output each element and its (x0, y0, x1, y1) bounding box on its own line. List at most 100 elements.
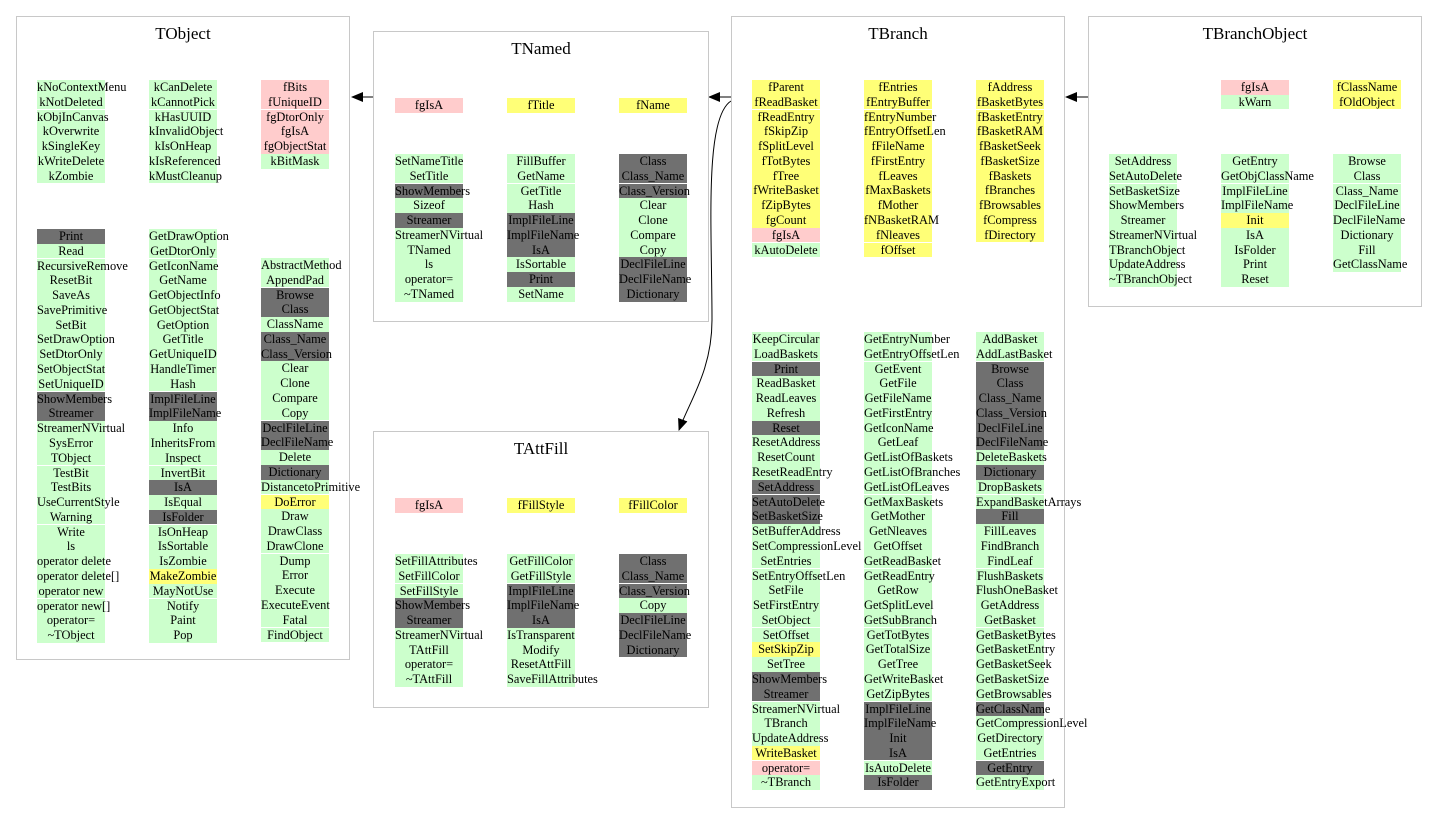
member-tobject: kOverwrite (37, 124, 105, 139)
member-tobject: AbstractMethod (261, 258, 342, 273)
class-title: TAttFill (513, 439, 569, 458)
member-tattfill: GetFillColor (507, 554, 575, 569)
data-member-tbranch: fEntryBuffer (864, 94, 932, 110)
member-tobject: DrawClass (261, 524, 329, 539)
member-tobject: Notify (149, 598, 217, 614)
member-tbranch: Class_Version (976, 405, 1047, 421)
member-tobject: Dump (261, 553, 329, 569)
member-tbranch: ExpandBasketArrays (976, 494, 1082, 510)
member-tbranch: Refresh (752, 405, 820, 421)
member-tobject: Info (149, 421, 217, 436)
member-tbranch: DeclFileLine (976, 420, 1044, 436)
member-tobject: FindObject (261, 627, 329, 643)
member-tbranch: GetReadEntry (864, 568, 935, 584)
member-tbranch: GetListOfLeaves (864, 479, 950, 495)
member-column: fParent fReadBasket fReadEntry fSkipZip fSpl… (752, 80, 820, 258)
member-column: fTitle (507, 98, 575, 113)
member-tbranch: SetBasketSize (752, 509, 823, 524)
member-tnamed: IsSortable (507, 257, 575, 273)
member-tattfill: ImplFileName (507, 598, 580, 613)
member-tobject: TObject (37, 450, 105, 466)
member-column: fgIsA (395, 498, 463, 513)
member-column: AbstractMethod AppendPad Browse Class ClassN… (261, 258, 360, 643)
member-tbranch: ReadLeaves (752, 391, 820, 406)
member-column: Class Class_Name Class_Version Copy DeclFile… (619, 554, 691, 658)
member-column: SetFillAttributes SetFillColor SetFillStyl… (395, 554, 483, 687)
member-tobject: Delete (261, 450, 329, 465)
member-tobject: HandleTimer (149, 362, 217, 377)
member-tbranch: GetTotBytes (864, 627, 932, 643)
data-member-tobject: DoError (261, 494, 329, 510)
member-tobject: GetObjectInfo (149, 288, 221, 303)
member-tattfill: Class (619, 554, 687, 569)
data-member-tobject: fgDtorOnly (261, 109, 329, 125)
member-tnamed: GetName (507, 168, 575, 184)
member-tobject: IsFolder (149, 509, 217, 525)
member-tnamed: ImplFileLine (507, 213, 575, 228)
data-member-tattfill: fFillColor (619, 498, 687, 513)
member-tobject: operator delete[] (37, 568, 120, 584)
member-tbranch: GetFileName (864, 391, 932, 406)
member-tnamed: TNamed (395, 242, 463, 258)
member-tobject: Copy (261, 405, 329, 421)
data-member-tbranch: fWriteBasket (752, 183, 820, 199)
data-member-tattfill: fgIsA (395, 498, 463, 513)
class-box-tobject: TObject kNoContextMenu kNotDeleted kObjInC… (16, 16, 360, 660)
member-tbranch: IsFolder (864, 775, 932, 791)
member-tobject: Error (261, 568, 329, 583)
member-tobject: AppendPad (261, 272, 329, 288)
data-member-tbranch: fEntryOffsetLen (864, 124, 946, 139)
member-tattfill: ImplFileLine (507, 583, 575, 599)
member-tbranch: SetEntries (752, 553, 820, 569)
member-tbranch: FillLeaves (976, 524, 1044, 539)
member-tobject: kNotDeleted (37, 94, 105, 110)
member-tobject: Fatal (261, 612, 329, 628)
member-tbranch: Reset (752, 420, 820, 436)
member-tbranch: SetBufferAddress (752, 524, 841, 539)
member-column: fFillColor (619, 498, 687, 513)
member-tobject: kMustCleanup (149, 168, 222, 184)
member-tbranchobject: GetClassName (1333, 257, 1408, 273)
data-member-tbranch: fLeaves (864, 168, 932, 184)
member-tobject: GetUniqueID (149, 347, 217, 362)
member-tbranch: GetEntries (976, 745, 1044, 761)
member-tbranchobject: GetObjClassName (1221, 168, 1314, 184)
member-tbranchobject: Class (1333, 168, 1401, 184)
data-member-tbranch: fNleaves (864, 227, 932, 243)
member-tobject: GetDrawOption (149, 229, 229, 244)
member-tobject: kObjInCanvas (37, 109, 109, 125)
data-member-tobject: fgIsA (261, 124, 329, 139)
member-tbranch: IsA (864, 745, 932, 761)
data-member-tbranch: fParent (752, 80, 820, 95)
member-tbranch: GetMaxBaskets (864, 494, 944, 510)
member-column: SetAddress SetAutoDelete SetBasketSize Show… (1109, 154, 1197, 287)
member-tbranch: GetListOfBranches (864, 465, 961, 480)
member-tobject: SetBit (37, 317, 105, 333)
data-member-tbranch: fTree (752, 168, 820, 184)
member-tattfill: ResetAttFill (507, 657, 575, 673)
member-tnamed: DeclFileName (619, 272, 692, 287)
member-tbranchobject: Print (1221, 257, 1289, 273)
data-member-tnamed: fName (619, 98, 687, 113)
member-tobject: Compare (261, 391, 329, 406)
member-tbranchobject: ~TBranchObject (1109, 272, 1193, 287)
member-tattfill: Modify (507, 642, 575, 658)
member-tobject: ~TObject (37, 628, 105, 643)
member-tnamed: ShowMembers (395, 183, 471, 199)
data-member-tbranch: fgIsA (752, 227, 820, 243)
data-member-tbranch: fgCount (752, 213, 820, 228)
member-tobject: ShowMembers (37, 391, 113, 407)
data-member-tbranch: SetSkipZip (752, 642, 820, 657)
data-member-tbranch: fOffset (864, 242, 932, 258)
member-tattfill: IsTransparent (507, 627, 575, 643)
member-tnamed: Sizeof (395, 198, 463, 213)
member-tobject: ExecuteEvent (261, 597, 330, 613)
member-column: fName (619, 98, 687, 113)
member-tobject: Warning (37, 509, 105, 525)
member-tattfill: Copy (619, 598, 687, 613)
member-tobject: Inspect (149, 450, 217, 466)
member-tobject: Execute (261, 583, 329, 598)
data-member-tbranch: WriteBasket (752, 745, 820, 761)
member-tobject: IsOnHeap (149, 524, 217, 540)
data-member-tbranch: fEntries (864, 80, 932, 95)
